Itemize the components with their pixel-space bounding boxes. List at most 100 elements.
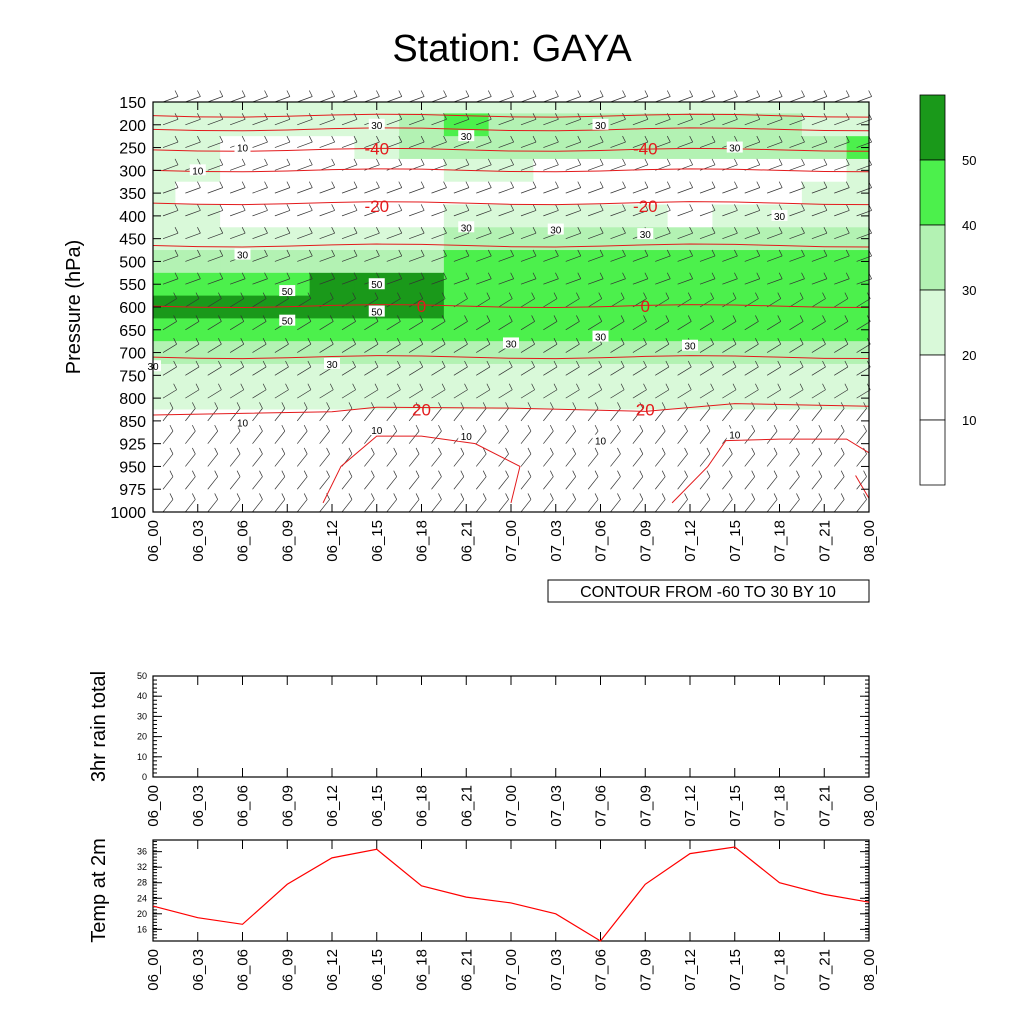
wind-barb-flag (398, 204, 403, 211)
wind-barb (744, 343, 759, 353)
temp-y-tick-label: 36 (137, 847, 147, 857)
wind-barb-flag (326, 424, 330, 432)
wind-barb (453, 499, 465, 513)
wind-barb (475, 476, 487, 490)
wind-barb (431, 118, 447, 126)
wind-barb-flag (169, 470, 174, 477)
rain-x-tick-label: 07_21 (816, 785, 833, 827)
wind-barb (699, 210, 716, 217)
wind-barb-flag (348, 447, 353, 455)
wind-barb (677, 453, 688, 467)
wind-barb (162, 476, 174, 490)
wind-barb-flag (823, 135, 828, 143)
wind-barb-flag (397, 338, 401, 345)
wind-barb-flag (639, 493, 644, 500)
wind-barb-flag (443, 204, 447, 211)
wind-barb (632, 366, 647, 376)
contour-label-bg (726, 428, 743, 440)
heat-cell (622, 295, 669, 319)
heat-cell (443, 341, 490, 365)
wind-barb-flag (398, 272, 403, 279)
wind-barb-flag (756, 113, 761, 120)
wind-barb (588, 255, 604, 262)
wind-barb-flag (510, 181, 514, 188)
heat-cell (622, 204, 669, 228)
heat-cell (801, 477, 848, 502)
wind-barb (833, 476, 845, 490)
wind-barb (610, 164, 626, 171)
contour-label: 30 (326, 360, 338, 371)
heat-cell (533, 250, 579, 274)
wind-barb-flag (419, 360, 424, 368)
heat-cell (846, 250, 870, 274)
wind-barb (699, 141, 716, 148)
wind-barb (520, 96, 537, 103)
wind-barb (587, 298, 602, 308)
wind-barb (520, 389, 535, 399)
wind-barb (744, 453, 755, 467)
wind-barb (296, 453, 308, 467)
heat-cell (757, 250, 803, 274)
wind-barb (520, 210, 537, 217)
x-tick-label: 07_09 (637, 520, 654, 562)
wind-barb (856, 96, 872, 103)
wind-barb (520, 141, 537, 148)
wind-barb-flag (801, 181, 805, 188)
wind-barb-flag (420, 135, 425, 143)
wind-barb-flag (353, 158, 358, 166)
wind-barb-flag (599, 249, 604, 257)
heat-cell (757, 181, 803, 206)
wind-barb (655, 118, 671, 126)
wind-barb-flag (577, 158, 582, 166)
wind-barb-flag (487, 158, 492, 166)
wind-barb (319, 118, 335, 126)
heat-cell (801, 386, 848, 411)
wind-barb-flag (555, 204, 559, 211)
wind-barb-flag (197, 181, 201, 188)
wind-barb-flag (577, 181, 582, 188)
wind-barb (252, 430, 263, 444)
wind-barb (744, 499, 755, 513)
temp-x-tick-label: 07_09 (637, 949, 654, 991)
wind-barb (543, 453, 554, 467)
wind-barb-flag (845, 204, 850, 211)
wind-barb (386, 366, 401, 376)
wind-barb (476, 210, 492, 217)
wind-barb (498, 321, 513, 331)
wind-barb (207, 96, 223, 103)
isotherm-line (152, 168, 870, 173)
wind-barb (766, 476, 778, 490)
wind-barb-flag (353, 249, 358, 257)
heat-cell (712, 113, 758, 137)
wind-barb (655, 343, 670, 353)
wind-barb (789, 343, 804, 353)
wind-barb (498, 453, 509, 467)
wind-barb (789, 389, 804, 399)
wind-barb-flag (331, 113, 335, 120)
wind-barb-flag (326, 470, 330, 477)
wind-barb-flag (531, 315, 535, 322)
heat-cell (354, 363, 400, 388)
wind-barb (587, 389, 602, 399)
wind-barb-flag (801, 158, 805, 166)
wind-barb-flag (241, 158, 246, 166)
wind-barb (655, 255, 671, 262)
wind-barb-flag (576, 383, 580, 390)
contour-label-bg (324, 357, 340, 369)
wind-barb-flag (262, 383, 267, 390)
heat-cell (846, 272, 870, 297)
heat-cell (264, 386, 311, 411)
wind-barb (677, 96, 693, 103)
rain-y-tick-label: 20 (137, 732, 147, 742)
wind-barb-flag (689, 158, 693, 166)
wind-barb-flag (594, 493, 599, 500)
wind-barb-flag (438, 493, 442, 500)
wind-barb (811, 476, 823, 490)
heat-cell (264, 318, 311, 342)
wind-barb (229, 430, 241, 444)
wind-barb-flag (863, 424, 867, 432)
heat-cell (667, 250, 713, 274)
wind-barb (677, 476, 688, 490)
heat-cell (264, 455, 311, 479)
wind-barb (207, 298, 222, 308)
